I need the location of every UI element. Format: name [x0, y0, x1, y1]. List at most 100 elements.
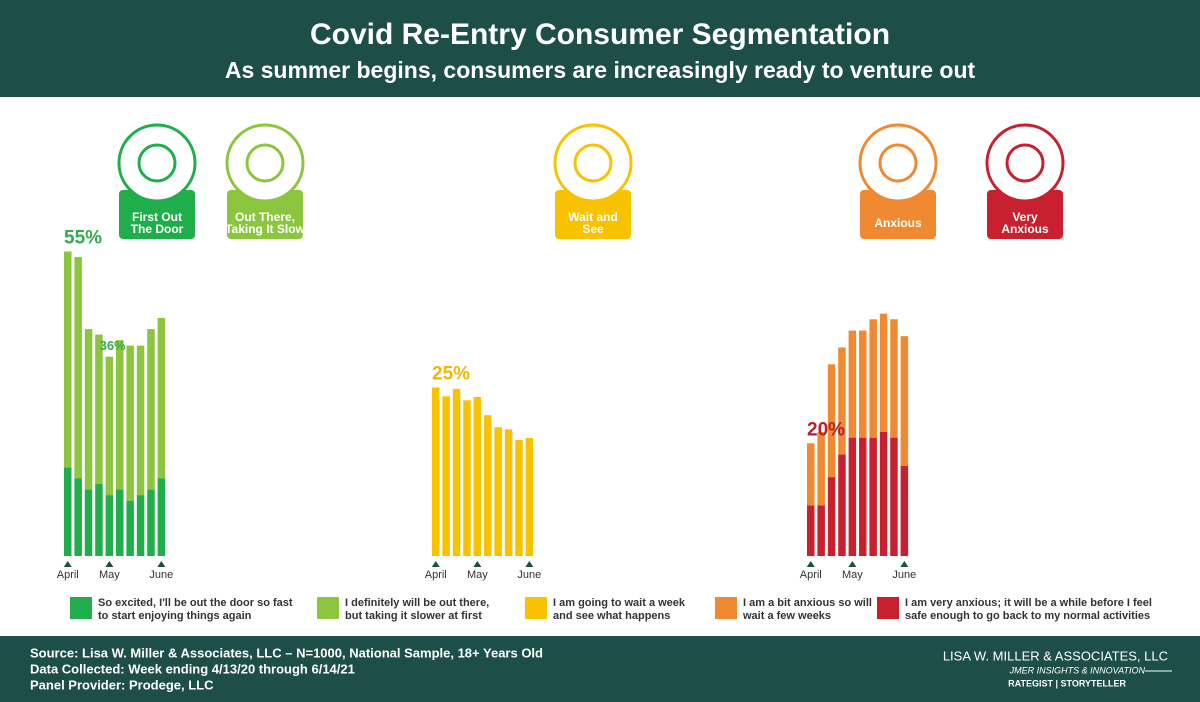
x-tick-label: June — [892, 569, 916, 581]
bar — [432, 387, 440, 556]
bar — [807, 505, 815, 556]
bar — [879, 432, 888, 556]
bar — [147, 329, 155, 490]
header-band — [0, 0, 1200, 97]
badge-circle — [858, 123, 938, 203]
bar — [848, 330, 857, 438]
bar — [890, 319, 898, 438]
data-label: 55% — [64, 228, 102, 249]
bar — [442, 396, 450, 556]
bar — [147, 489, 155, 556]
legend-item: I am very anxious; it will be a while be… — [877, 597, 1165, 623]
bar — [859, 437, 867, 556]
bar — [157, 478, 166, 556]
data-label: 36% — [100, 338, 126, 353]
bar — [515, 440, 523, 556]
brand: JMER INSIGHTS & INNOVATION — [1009, 665, 1146, 675]
data-label: 25% — [432, 364, 470, 385]
subtitle: As summer begins, consumers are increasi… — [225, 57, 976, 83]
badge-label: Taking It Slow — [225, 222, 305, 236]
tick-marker — [900, 561, 909, 567]
legend-swatch — [715, 597, 737, 619]
legend-swatch — [525, 597, 547, 619]
x-tick-label: June — [517, 569, 541, 581]
footer-line: Data Collected: Week ending 4/13/20 thro… — [30, 661, 355, 676]
bar — [126, 500, 134, 556]
bar — [900, 336, 909, 466]
legend-label: I definitely will be out there, but taki… — [345, 597, 490, 622]
badge-circle — [225, 123, 305, 203]
footer-band — [0, 636, 1200, 702]
footer-line: Source: Lisa W. Miller & Associates, LLC… — [30, 645, 543, 660]
x-tick-label: May — [99, 569, 120, 581]
badge-circle — [985, 123, 1065, 203]
badge-tab — [119, 190, 195, 239]
bar — [84, 329, 93, 490]
legend-item: I definitely will be out there, but taki… — [317, 597, 495, 623]
legend-label: I am a bit anxious so will wait a few we… — [743, 597, 872, 622]
bar — [95, 334, 103, 485]
badge-circle — [553, 123, 633, 203]
bar — [807, 443, 815, 506]
legend-item: I am a bit anxious so will wait a few we… — [715, 597, 883, 623]
bar — [827, 477, 836, 556]
badge-label: Out There, — [235, 210, 295, 224]
badge-label: Anxious — [1001, 222, 1049, 236]
bar — [126, 345, 134, 501]
x-tick-label: April — [800, 569, 822, 581]
x-tick-label: April — [425, 569, 447, 581]
bar — [504, 429, 513, 556]
tick-marker — [63, 561, 72, 567]
badge-label: The Door — [131, 222, 184, 236]
tick-marker — [525, 561, 534, 567]
x-tick-label: May — [842, 569, 863, 581]
badge-label: Wait and — [568, 210, 618, 224]
legend-item: I am going to wait a week and see what h… — [525, 597, 703, 623]
tick-marker — [473, 561, 482, 567]
badge-label: See — [582, 222, 604, 236]
badge-tab — [227, 190, 303, 239]
tick-marker — [431, 561, 440, 567]
bar — [869, 319, 877, 438]
badge-icon — [137, 143, 177, 183]
badge-icon — [1005, 143, 1045, 183]
x-tick-label: April — [57, 569, 79, 581]
bar — [105, 356, 114, 496]
legend-label: I am going to wait a week and see what h… — [553, 597, 686, 622]
brand: LISA W. MILLER & ASSOCIATES, LLC — [943, 648, 1168, 663]
bar — [74, 478, 82, 556]
bar — [136, 495, 145, 556]
x-tick-label: May — [467, 569, 488, 581]
legend-swatch — [317, 597, 339, 619]
bar — [116, 489, 124, 556]
bar — [890, 437, 898, 556]
legend-label: I am very anxious; it will be a while be… — [905, 597, 1152, 622]
bar — [827, 364, 836, 478]
badge-label: First Out — [132, 210, 182, 224]
bar — [859, 330, 867, 438]
bar — [494, 427, 502, 556]
badge-tab — [860, 190, 936, 239]
bar — [95, 484, 103, 556]
bar — [869, 437, 877, 556]
badge-label: Anxious — [874, 216, 922, 230]
tick-marker — [848, 561, 857, 567]
bar — [484, 415, 492, 556]
bar — [116, 340, 124, 490]
bar — [74, 257, 82, 479]
badge-icon — [573, 143, 613, 183]
bar — [84, 489, 93, 556]
badge-label: Very — [1012, 210, 1038, 224]
bar — [64, 467, 72, 556]
bar — [157, 317, 166, 479]
tick-marker — [806, 561, 815, 567]
x-tick-label: June — [149, 569, 173, 581]
bar — [838, 454, 846, 556]
bar — [64, 251, 72, 468]
bar — [900, 465, 909, 556]
badge-tab — [555, 190, 631, 239]
bar — [838, 347, 846, 455]
brand: RATEGIST | STORYTELLER — [1008, 678, 1126, 688]
legend-item: So excited, I'll be out the door so fast… — [70, 597, 303, 623]
badge-icon — [878, 143, 918, 183]
